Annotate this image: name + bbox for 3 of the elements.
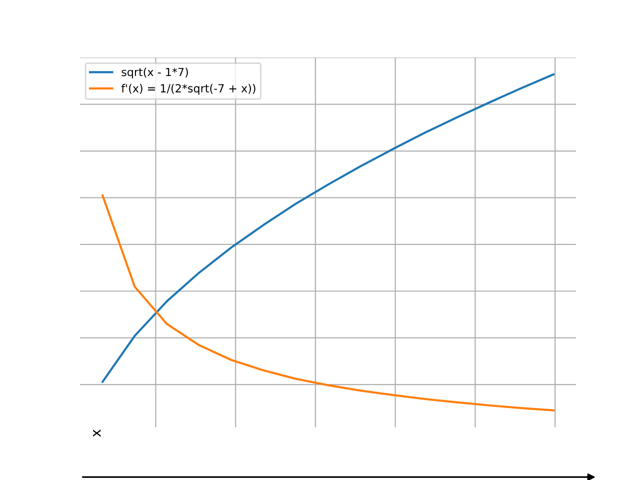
legend-label: sqrt(x - 1*7) — [122, 68, 188, 78]
legend-label: f'(x) = 1/(2*sqrt(-7 + x)) — [121, 84, 256, 95]
text: x — [93, 430, 101, 437]
